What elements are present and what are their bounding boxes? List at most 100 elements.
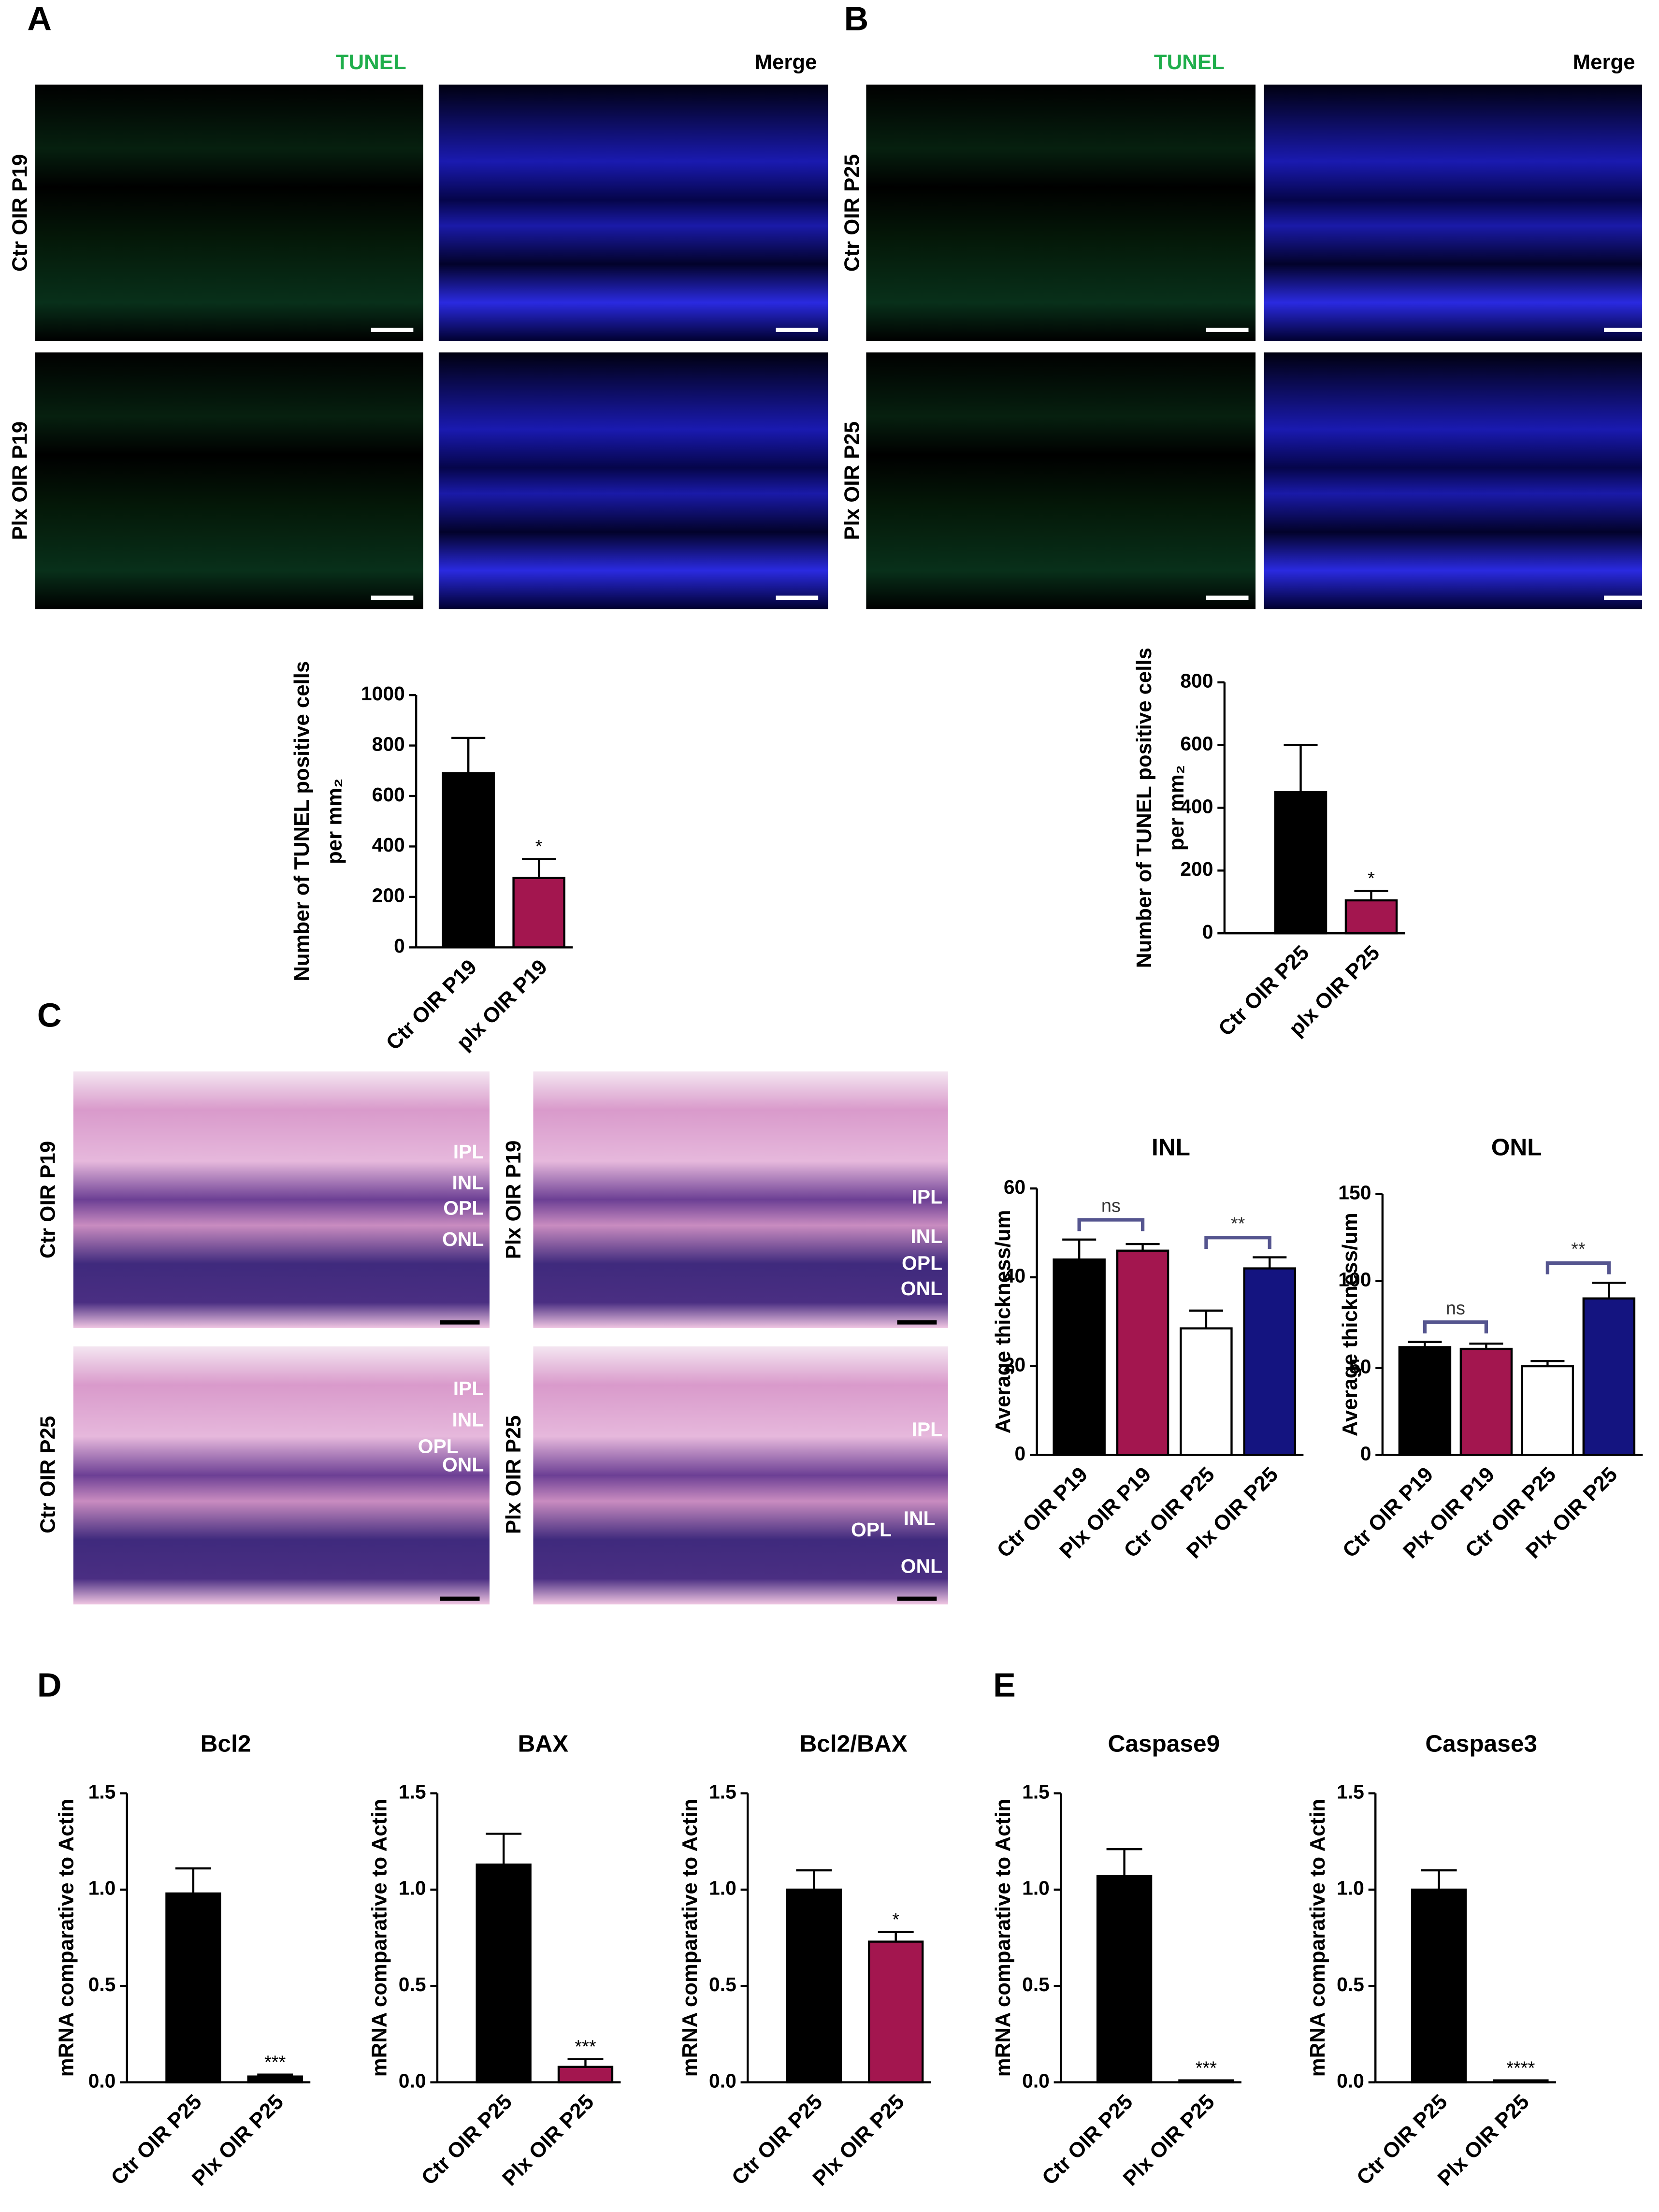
- bar: [1411, 1888, 1467, 2083]
- significance-bracket: [1077, 1218, 1145, 1231]
- layer-label: OPL: [418, 1435, 459, 1458]
- y-tick-label: 100: [1338, 1269, 1371, 1291]
- significance-label: *: [892, 1909, 899, 1930]
- bar: [476, 1863, 532, 2083]
- layer-label: IPL: [453, 1141, 484, 1163]
- micrograph: [73, 1071, 490, 1328]
- chart-title: Caspase3: [1425, 1730, 1537, 1757]
- bar: [868, 1940, 924, 2083]
- y-tick-label: 1.5: [399, 1780, 426, 1803]
- bar: [442, 772, 495, 949]
- y-tick-label: 1.5: [1337, 1780, 1364, 1803]
- significance-label: *: [1368, 868, 1375, 889]
- bar: [1180, 1327, 1233, 1456]
- y-tick-label: 0.5: [1022, 1973, 1050, 1995]
- chart-title: Bcl2: [201, 1730, 251, 1757]
- significance-bracket: [1423, 1320, 1488, 1334]
- micrograph: [866, 85, 1256, 341]
- y-tick-label: 200: [372, 884, 405, 907]
- layer-label: IPL: [911, 1186, 942, 1208]
- layer-label: ONL: [901, 1277, 942, 1300]
- row-label: Plx OIR P19: [502, 1141, 525, 1259]
- row-label: Plx OIR P25: [502, 1416, 525, 1534]
- y-tick-label: 1.0: [709, 1877, 736, 1899]
- y-tick-label: 0: [1202, 921, 1213, 943]
- row-label: Plx OIR P25: [840, 421, 864, 540]
- bar: [1344, 899, 1398, 935]
- bar: [1116, 1249, 1169, 1456]
- significance-label: ***: [1196, 2058, 1217, 2078]
- column-header: Merge: [755, 50, 817, 74]
- layer-label: IPL: [453, 1377, 484, 1400]
- y-axis-label: Number of TUNEL positive cells: [1132, 648, 1156, 968]
- row-label: Ctr OIR P19: [8, 154, 31, 272]
- tunel-panel-b: [866, 85, 1642, 609]
- panel-label: B: [844, 0, 869, 37]
- significance-label: **: [1231, 1214, 1245, 1234]
- bar: [512, 877, 565, 949]
- column-header: TUNEL: [336, 50, 406, 74]
- significance-bracket: [1545, 1261, 1611, 1274]
- layer-label: ONL: [901, 1555, 942, 1577]
- y-axis-label: mRNA comparative to Actin: [678, 1799, 702, 2077]
- y-tick-label: 20: [1004, 1354, 1025, 1376]
- bar: [786, 1888, 842, 2083]
- micrograph: [438, 85, 828, 341]
- y-tick-label: 0.0: [709, 2069, 736, 2092]
- significance-label: ****: [1506, 2058, 1535, 2078]
- row-label: Ctr OIR P25: [840, 154, 864, 272]
- layer-label: IPL: [911, 1418, 942, 1441]
- y-tick-label: 400: [1180, 795, 1213, 817]
- column-header: TUNEL: [1154, 50, 1225, 74]
- layer-label: INL: [452, 1408, 484, 1431]
- micrograph: [438, 352, 828, 609]
- micrograph: [35, 85, 423, 341]
- chart-title: BAX: [518, 1730, 569, 1757]
- he-images: [73, 1071, 948, 1605]
- bar: [557, 2066, 614, 2083]
- scale-bars: [371, 328, 1646, 600]
- y-tick-label: 0.0: [1022, 2069, 1050, 2092]
- bar: [165, 1892, 221, 2083]
- significance-label: *: [535, 837, 543, 857]
- y-tick-label: 0: [394, 935, 405, 957]
- bar: [1521, 1365, 1574, 1456]
- y-tick-label: 50: [1349, 1355, 1371, 1377]
- y-tick-label: 1.0: [88, 1877, 116, 1899]
- bar: [1398, 1346, 1452, 1456]
- bar: [1274, 791, 1327, 935]
- micrograph: [73, 1346, 490, 1605]
- significance-label: ***: [264, 2052, 286, 2072]
- micrograph: [35, 352, 423, 609]
- chart-title: INL: [1152, 1134, 1190, 1161]
- bar: [1053, 1258, 1106, 1456]
- y-axis-label: Average thickness/um: [1338, 1213, 1362, 1436]
- chart-title: ONL: [1491, 1134, 1542, 1161]
- row-label: Ctr OIR P19: [36, 1141, 60, 1258]
- y-tick-label: 400: [372, 834, 405, 856]
- y-tick-label: 0.5: [399, 1973, 426, 1995]
- y-tick-label: 800: [372, 733, 405, 755]
- y-tick-label: 600: [1180, 733, 1213, 755]
- micrograph: [1264, 85, 1642, 341]
- y-tick-label: 1.0: [399, 1877, 426, 1899]
- panel-label: C: [37, 997, 62, 1034]
- micrograph: [1264, 352, 1642, 609]
- layer-label: OPL: [443, 1197, 484, 1219]
- y-axis-label: Number of TUNEL positive cells: [290, 661, 314, 982]
- y-axis-label: per mm₂: [1165, 765, 1188, 851]
- y-tick-label: 0.5: [709, 1973, 736, 1995]
- y-tick-label: 600: [372, 783, 405, 806]
- significance-label: ***: [575, 2037, 596, 2057]
- y-axis-label: mRNA comparative to Actin: [368, 1799, 391, 2077]
- column-header: Merge: [1573, 50, 1635, 74]
- bar: [1459, 1347, 1513, 1456]
- y-tick-label: 1.0: [1022, 1877, 1050, 1899]
- tunel-panel-a: [35, 85, 828, 609]
- chart-title: Bcl2/BAX: [799, 1730, 907, 1757]
- layer-label: OPL: [902, 1252, 942, 1274]
- y-tick-label: 0.5: [88, 1973, 116, 1995]
- significance-label: **: [1571, 1239, 1586, 1259]
- y-tick-label: 200: [1180, 858, 1213, 880]
